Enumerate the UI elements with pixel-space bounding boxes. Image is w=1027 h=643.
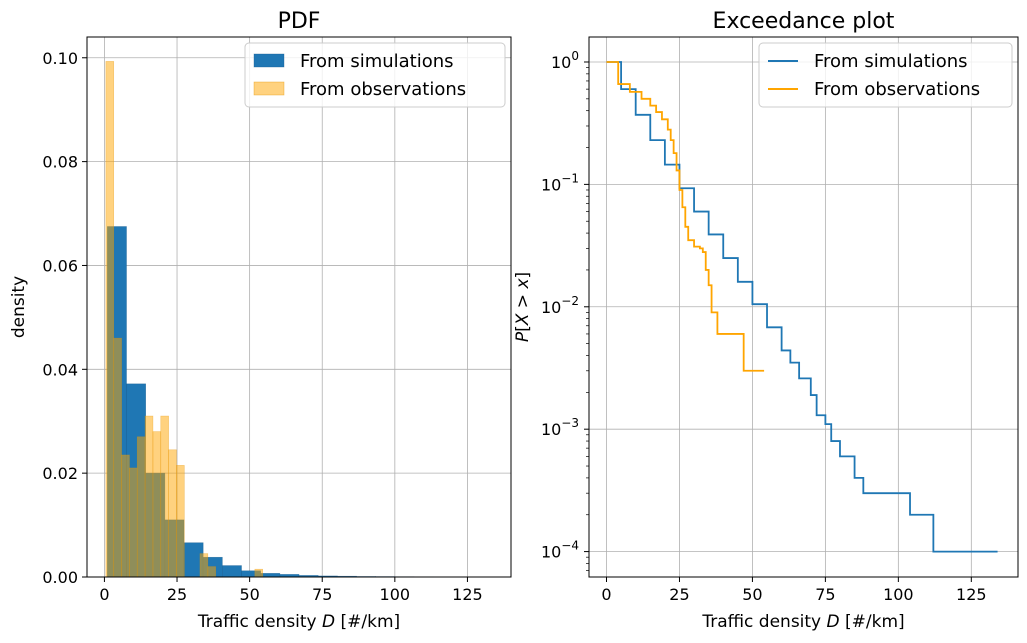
pdf-bar bbox=[136, 436, 146, 578]
exceedance-legend-label: From observations bbox=[814, 79, 980, 100]
exceedance-legend-label: From simulations bbox=[814, 51, 968, 72]
pdf-bar bbox=[222, 565, 242, 578]
exceedance-y-tick-label: 10−1 bbox=[541, 171, 579, 194]
pdf-legend: From simulations From observations bbox=[244, 42, 506, 108]
pdf-y-tick-label: 0.10 bbox=[42, 49, 78, 68]
pdf-x-tick-label: 100 bbox=[380, 585, 411, 604]
pdf-bar bbox=[199, 553, 209, 578]
pdf-y-tick-label: 0.00 bbox=[42, 568, 78, 587]
pdf-panel: 0 25 50 75 100 125 0.00 0.02 0.04 0.06 0.08 0.10 P… bbox=[9, 9, 512, 632]
exceedance-line bbox=[606, 61, 998, 553]
exceedance-y-tick-label: 10−4 bbox=[541, 539, 579, 562]
pdf-legend-swatch bbox=[253, 53, 285, 68]
pdf-bar bbox=[260, 573, 281, 578]
exceedance-y-ticks: 10−4 10−3 10−2 10−1 100 bbox=[541, 49, 589, 571]
pdf-x-tick-label: 0 bbox=[99, 585, 109, 604]
pdf-bar bbox=[121, 454, 130, 578]
exceedance-x-tick-label: 100 bbox=[883, 585, 914, 604]
pdf-bar bbox=[254, 568, 263, 578]
exceedance-x-tick-label: 50 bbox=[742, 585, 762, 604]
pdf-y-tick-label: 0.08 bbox=[42, 153, 78, 172]
pdf-bar bbox=[160, 415, 169, 578]
pdf-bar bbox=[207, 566, 216, 578]
exceedance-title: Exceedance plot bbox=[713, 9, 895, 34]
exceedance-x-tick-label: 75 bbox=[815, 585, 835, 604]
exceedance-legend-box bbox=[758, 42, 1013, 108]
pdf-title: PDF bbox=[278, 9, 321, 34]
exceedance-y-axis-label: P[X > x] bbox=[513, 272, 533, 342]
pdf-grid bbox=[87, 37, 511, 578]
pdf-bar bbox=[144, 415, 154, 578]
pdf-x-tick-label: 50 bbox=[239, 585, 259, 604]
pdf-legend-swatch bbox=[253, 81, 285, 96]
exceedance-panel: 0 25 50 75 100 125 10−4 10−3 10−2 10−1 100 Exceed… bbox=[513, 9, 1019, 632]
pdf-x-ticks: 0 25 50 75 100 125 bbox=[99, 577, 483, 604]
pdf-x-tick-label: 75 bbox=[312, 585, 332, 604]
pdf-bar bbox=[105, 61, 115, 578]
pdf-x-tick-label: 125 bbox=[452, 585, 483, 604]
exceedance-x-ticks: 0 25 50 75 100 125 bbox=[601, 577, 987, 604]
pdf-y-axis-label: density bbox=[9, 276, 29, 338]
pdf-y-tick-label: 0.02 bbox=[42, 464, 78, 483]
exceedance-y-tick-label: 100 bbox=[551, 49, 579, 72]
pdf-legend-label: From simulations bbox=[300, 51, 454, 72]
exceedance-x-tick-label: 0 bbox=[601, 585, 611, 604]
pdf-legend-label: From observations bbox=[300, 79, 466, 100]
pdf-bar bbox=[129, 467, 138, 578]
exceedance-grid bbox=[589, 37, 1018, 577]
pdf-bar bbox=[176, 465, 185, 578]
exceedance-legend: From simulations From observations bbox=[758, 42, 1013, 108]
pdf-legend-box bbox=[244, 42, 506, 108]
exceedance-x-tick-label: 125 bbox=[956, 585, 987, 604]
exceedance-x-axis-label: Traffic density D [#/km] bbox=[701, 612, 904, 632]
pdf-y-tick-label: 0.06 bbox=[42, 256, 78, 275]
pdf-bar bbox=[113, 337, 122, 578]
exceedance-y-tick-label: 10−3 bbox=[541, 416, 579, 439]
pdf-x-tick-label: 25 bbox=[167, 585, 187, 604]
exceedance-line bbox=[606, 61, 765, 372]
exceedance-y-tick-label: 10−2 bbox=[541, 294, 579, 317]
pdf-bars-observations bbox=[105, 61, 263, 578]
pdf-y-ticks: 0.00 0.02 0.04 0.06 0.08 0.10 bbox=[42, 49, 87, 587]
pdf-x-axis-label: Traffic density D [#/km] bbox=[197, 612, 400, 632]
pdf-bar bbox=[152, 431, 162, 578]
pdf-bar bbox=[168, 449, 177, 578]
pdf-axes-frame bbox=[86, 36, 512, 578]
exceedance-x-tick-label: 25 bbox=[669, 585, 689, 604]
pdf-y-tick-label: 0.04 bbox=[42, 360, 78, 379]
exceedance-lines bbox=[606, 61, 998, 553]
